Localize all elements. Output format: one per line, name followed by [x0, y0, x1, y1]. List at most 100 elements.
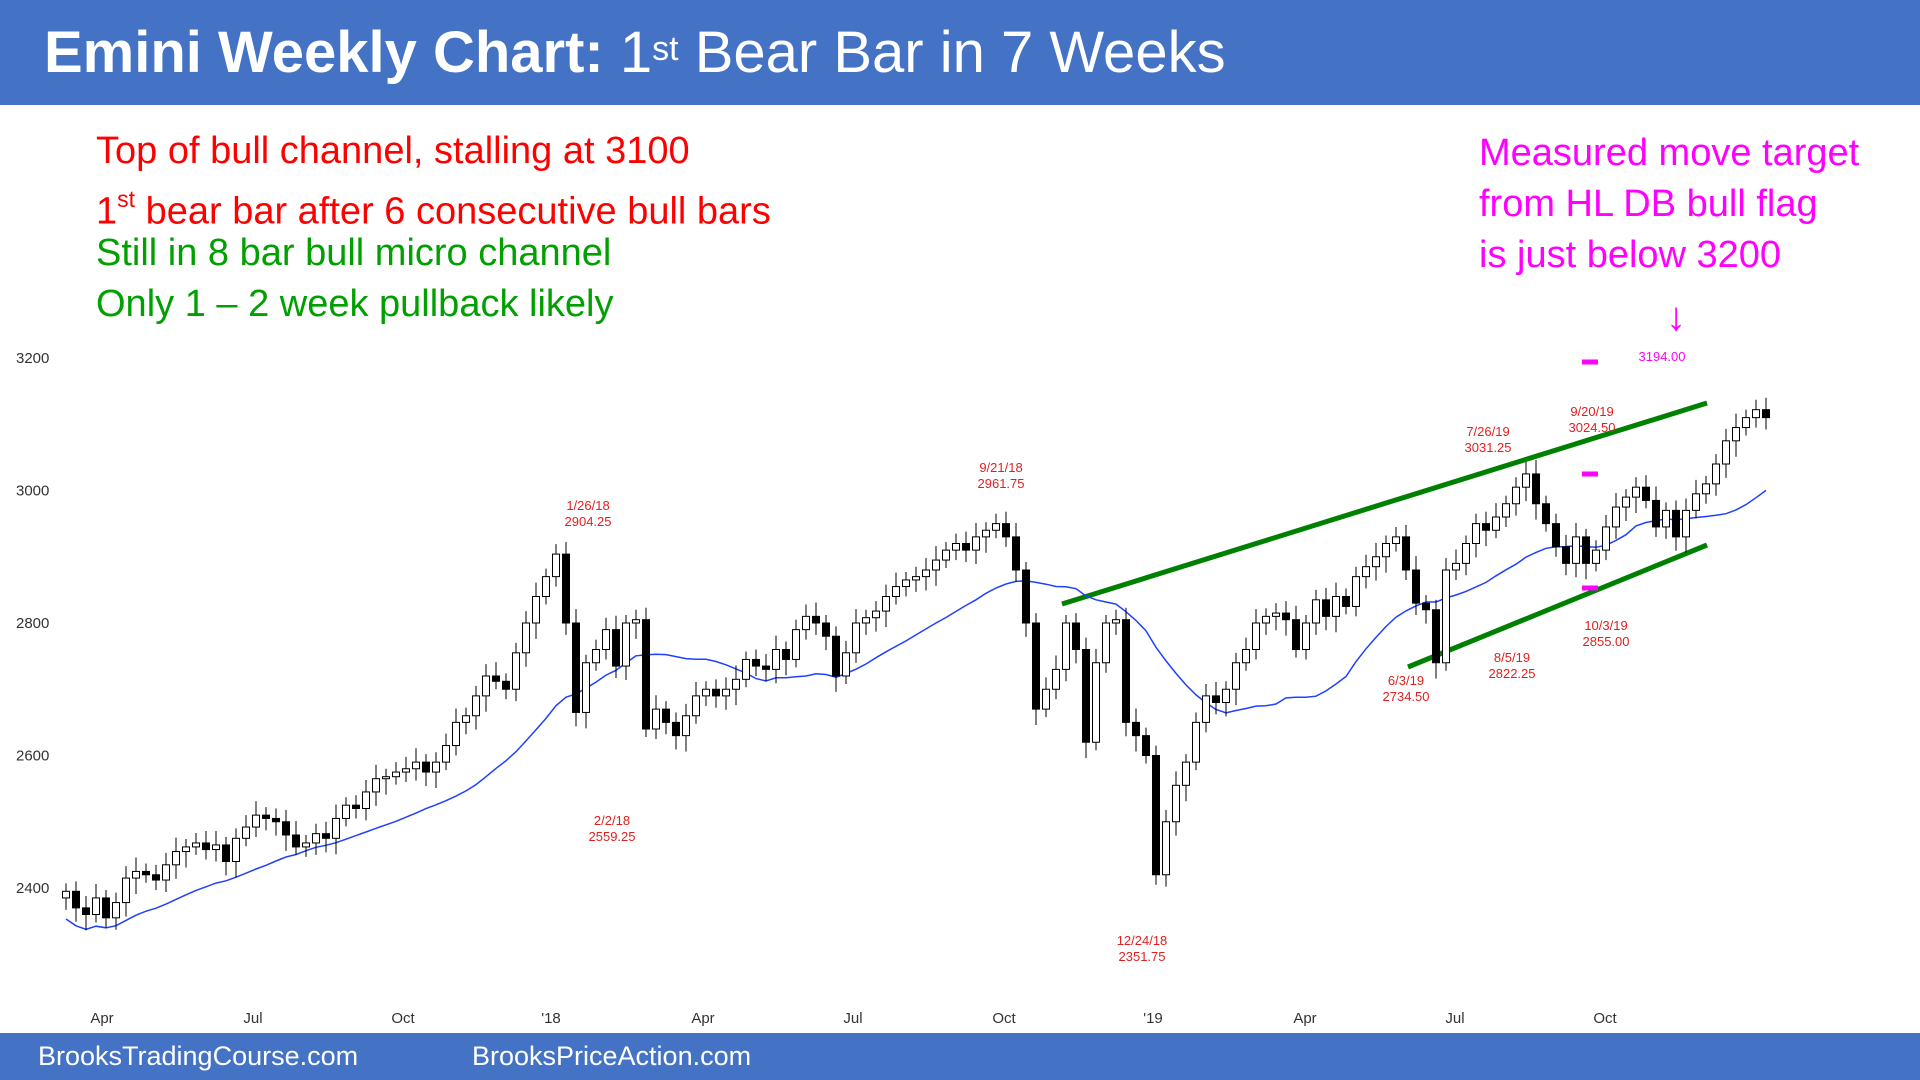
bull-candle: [332, 817, 340, 839]
bull-candle: [932, 559, 940, 571]
bull-candle: [1712, 463, 1720, 485]
y-tick-label: 2400: [16, 880, 49, 897]
annotation-date: 10/3/19: [1584, 618, 1627, 633]
target-arrow-icon: ↓: [1666, 295, 1686, 339]
bear-candle: [1012, 536, 1020, 571]
bear-candle: [752, 658, 760, 667]
bear-candle: [282, 821, 290, 836]
note-line-2-ordinal: 1: [96, 190, 118, 233]
annotation-price: 2822.25: [1489, 666, 1536, 681]
title-ordinal: 1: [619, 20, 653, 85]
bear-candle: [272, 817, 280, 823]
x-tick-label: Apr: [90, 1010, 113, 1027]
bull-candle: [1102, 622, 1110, 664]
footer-bar: BrooksTradingCourse.com BrooksPriceActio…: [0, 1033, 1920, 1080]
bear-candle: [1132, 721, 1140, 737]
bear-candle: [1482, 523, 1490, 531]
x-tick-label: Oct: [992, 1010, 1016, 1027]
bull-candle: [1062, 622, 1070, 670]
annotation-date: 12/24/18: [1117, 933, 1168, 948]
x-tick-label: Oct: [1593, 1010, 1617, 1027]
bear-candle: [292, 834, 300, 848]
bull-candle: [912, 576, 920, 581]
bull-candle: [132, 870, 140, 879]
bull-candle: [402, 768, 410, 773]
bull-candle: [862, 617, 870, 624]
y-tick-label: 3000: [16, 483, 49, 500]
bull-candle: [682, 715, 690, 737]
note-line-2-suffix: st: [117, 186, 136, 212]
bear-candle: [502, 680, 510, 690]
x-tick-label: Apr: [1293, 1010, 1316, 1027]
bear-candle: [1552, 523, 1560, 548]
bull-candle: [1522, 473, 1530, 488]
bull-candle: [882, 596, 890, 612]
bull-candle: [1502, 503, 1510, 518]
bull-candle: [1222, 688, 1230, 703]
bear-candle: [1322, 599, 1330, 617]
bear-candle: [712, 688, 720, 697]
x-tick-label: '19: [1143, 1010, 1163, 1027]
bull-candle: [1252, 622, 1260, 650]
bull-candle: [602, 629, 610, 650]
bull-candle: [1242, 649, 1250, 664]
bull-channel: [1061, 400, 1708, 670]
bear-candle: [762, 665, 770, 670]
note-line-4: Only 1 – 2 week pullback likely: [96, 283, 614, 325]
bull-candle: [302, 842, 310, 848]
bull-candle: [802, 615, 810, 631]
bull-candle: [1462, 543, 1470, 564]
bear-candle: [1002, 523, 1010, 538]
bear-candle: [322, 833, 330, 839]
bull-candle: [922, 569, 930, 578]
bull-candle: [1312, 599, 1320, 624]
bull-candle: [312, 833, 320, 844]
bull-candle: [852, 622, 860, 654]
bear-candle: [832, 635, 840, 677]
bear-candle: [1672, 509, 1680, 538]
bull-candle: [872, 610, 880, 619]
x-tick-label: Oct: [391, 1010, 415, 1027]
bull-candle: [92, 897, 100, 915]
bear-candle: [1532, 473, 1540, 505]
bear-candle: [142, 870, 150, 876]
bull-candle: [362, 791, 370, 809]
bull-candle: [1592, 549, 1600, 564]
bull-candle: [192, 842, 200, 848]
bull-candle: [992, 523, 1000, 531]
bull-candle: [792, 629, 800, 660]
bull-candle: [442, 745, 450, 763]
bull-candle: [1612, 506, 1620, 528]
candles: [62, 397, 1770, 931]
bull-candle: [532, 596, 540, 624]
bull-candle: [252, 814, 260, 828]
bear-candle: [962, 543, 970, 551]
annotation-price: 3194.00: [1639, 349, 1686, 364]
bull-candle: [652, 708, 660, 730]
bear-candle: [1562, 546, 1570, 564]
bull-candle: [1332, 596, 1340, 617]
annotation-date: 1/26/18: [566, 498, 609, 513]
bear-candle: [1542, 503, 1550, 525]
bull-candle: [482, 675, 490, 697]
bear-candle: [422, 761, 430, 773]
bull-candle: [1372, 556, 1380, 568]
bull-candle: [232, 837, 240, 862]
bull-candle: [412, 761, 420, 770]
footer-link-brooks-price-action[interactable]: BrooksPriceAction.com: [472, 1041, 752, 1071]
bear-candle: [1422, 602, 1430, 611]
bear-candle: [352, 804, 360, 809]
footer-link-brooks-trading-course[interactable]: BrooksTradingCourse.com: [38, 1041, 359, 1071]
bear-candle: [1582, 536, 1590, 564]
bear-candle: [1072, 622, 1080, 650]
bear-candle: [812, 615, 820, 624]
y-axis: 2400 2600 2800 3000 3200: [16, 350, 49, 897]
bull-candle: [1172, 784, 1180, 823]
x-tick-label: Jul: [843, 1010, 862, 1027]
bull-candle: [1362, 566, 1370, 578]
bull-candle: [392, 771, 400, 778]
bear-candle: [562, 553, 570, 624]
note-line-3: Still in 8 bar bull micro channel: [96, 232, 612, 274]
bull-candle: [382, 776, 390, 780]
